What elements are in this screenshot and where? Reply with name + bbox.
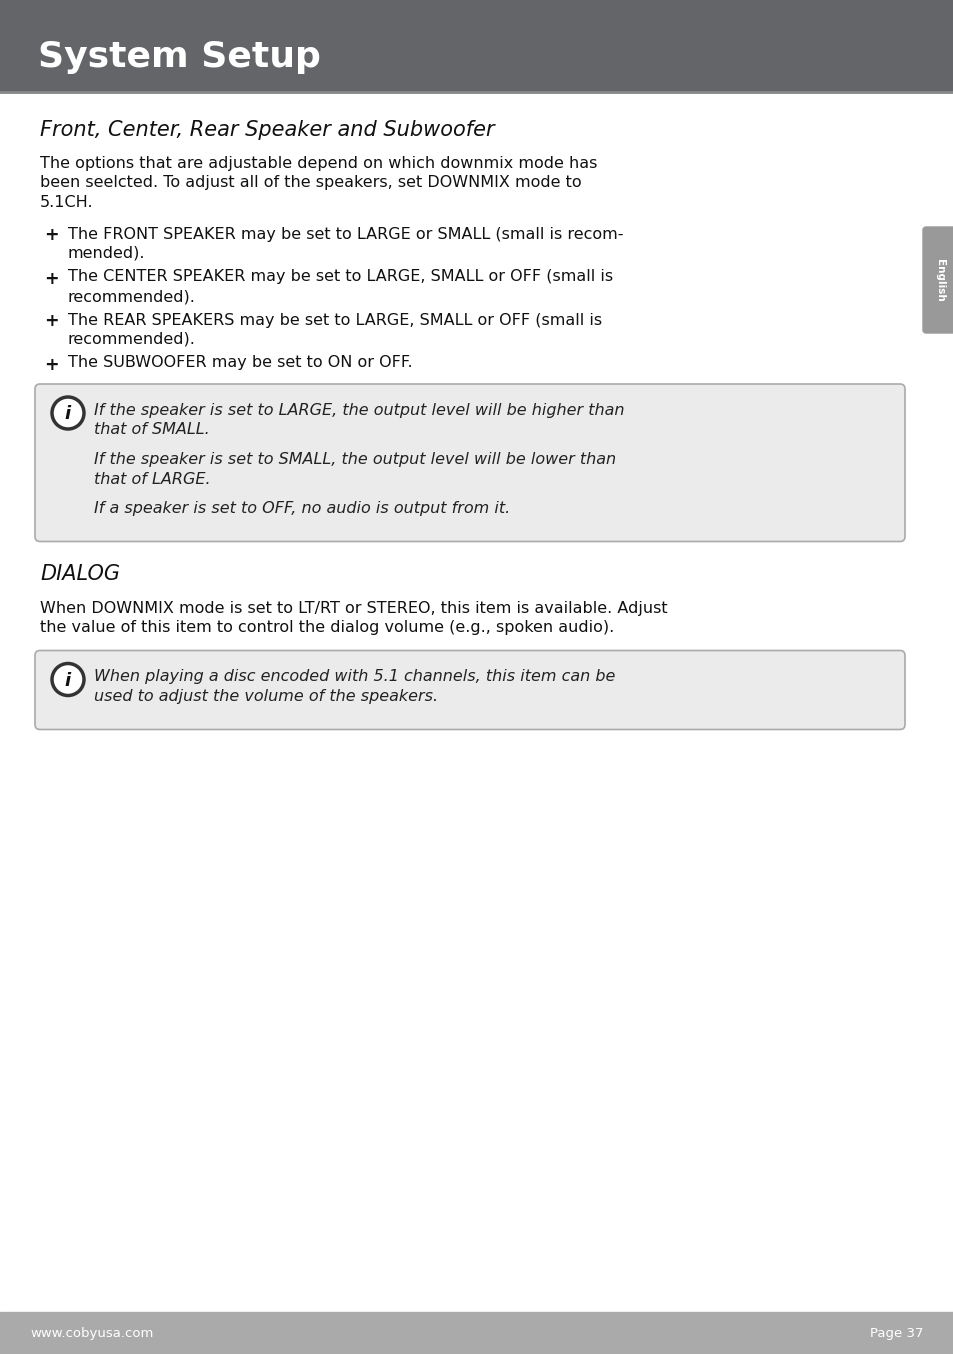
Text: When DOWNMIX mode is set to LT/RT or STEREO, this item is available. Adjust: When DOWNMIX mode is set to LT/RT or STE… [40,601,667,616]
Text: DIALOG: DIALOG [40,565,120,585]
Bar [0,1312,953,1354]
Text: The options that are adjustable depend on which downmix mode has: The options that are adjustable depend o… [40,156,597,171]
FancyBboxPatch shape [923,227,953,333]
Text: The SUBWOOFER may be set to ON or OFF.: The SUBWOOFER may be set to ON or OFF. [68,356,413,371]
Text: System Setup: System Setup [38,41,320,74]
Text: used to adjust the volume of the speakers.: used to adjust the volume of the speaker… [94,689,437,704]
Text: If the speaker is set to SMALL, the output level will be lower than: If the speaker is set to SMALL, the outp… [94,452,616,467]
Text: recommended).: recommended). [68,332,195,347]
Text: that of LARGE.: that of LARGE. [94,471,211,486]
Text: www.cobyusa.com: www.cobyusa.com [30,1327,153,1339]
Text: i: i [65,672,71,689]
Text: +: + [44,269,58,287]
Text: +: + [44,313,58,330]
Text: Front, Center, Rear Speaker and Subwoofer: Front, Center, Rear Speaker and Subwoofe… [40,121,494,139]
Text: +: + [44,226,58,245]
FancyBboxPatch shape [35,650,904,730]
Text: that of SMALL.: that of SMALL. [94,422,210,437]
Text: i: i [65,405,71,422]
Text: the value of this item to control the dialog volume (e.g., spoken audio).: the value of this item to control the di… [40,620,614,635]
Text: When playing a disc encoded with 5.1 channels, this item can be: When playing a disc encoded with 5.1 cha… [94,669,615,685]
Circle shape [52,397,84,429]
Text: The REAR SPEAKERS may be set to LARGE, SMALL or OFF (small is: The REAR SPEAKERS may be set to LARGE, S… [68,313,601,328]
FancyBboxPatch shape [35,385,904,542]
Text: 5.1CH.: 5.1CH. [40,195,93,210]
Text: The FRONT SPEAKER may be set to LARGE or SMALL (small is recom-: The FRONT SPEAKER may be set to LARGE or… [68,226,623,241]
Text: English: English [934,259,944,302]
Text: Page 37: Page 37 [869,1327,923,1339]
Text: If the speaker is set to LARGE, the output level will be higher than: If the speaker is set to LARGE, the outp… [94,403,624,418]
Text: mended).: mended). [68,246,146,261]
Text: The CENTER SPEAKER may be set to LARGE, SMALL or OFF (small is: The CENTER SPEAKER may be set to LARGE, … [68,269,613,284]
Text: recommended).: recommended). [68,288,195,305]
Text: been seelcted. To adjust all of the speakers, set DOWNMIX mode to: been seelcted. To adjust all of the spea… [40,176,581,191]
Text: +: + [44,356,58,374]
Bar [0,0,953,92]
Circle shape [52,663,84,696]
Text: If a speaker is set to OFF, no audio is output from it.: If a speaker is set to OFF, no audio is … [94,501,510,516]
